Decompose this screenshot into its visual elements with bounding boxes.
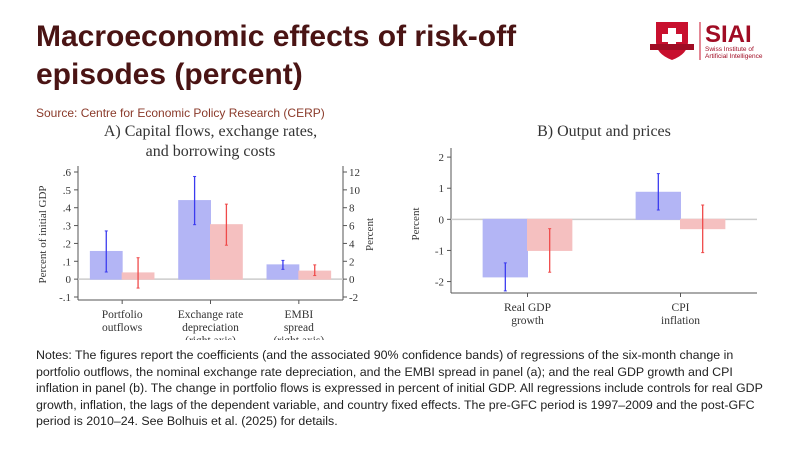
chart-title: B) Output and prices: [537, 123, 671, 140]
y-tick-label: .6: [63, 167, 72, 179]
page-title: Macroeconomic effects of risk-off episod…: [36, 20, 517, 91]
y-tick-label: 2: [439, 152, 445, 164]
y-tick-label: 1: [439, 183, 445, 195]
chart-title: and borrowing costs: [146, 143, 276, 160]
x-tick-label: Exchange rate: [178, 309, 243, 321]
x-tick-label: spread: [284, 322, 314, 334]
svg-text:Swiss Institute of: Swiss Institute of: [705, 46, 754, 53]
y-axis-label: Percent: [410, 208, 422, 241]
chart-panel-a: A) Capital flows, exchange rates, and bor…: [37, 123, 376, 340]
y-tick-label-right: 0: [349, 274, 355, 286]
svg-text:SIAI: SIAI: [705, 21, 752, 48]
x-tick-label: outflows: [102, 322, 143, 334]
y-tick-label-right: 12: [349, 167, 360, 179]
y-tick-label: 0: [66, 274, 72, 286]
y-tick-label: -2: [435, 277, 444, 289]
y-tick-label: .3: [63, 221, 72, 233]
x-tick-label: (right axis): [185, 335, 236, 340]
x-tick-label: CPI: [672, 302, 690, 314]
y-tick-label-right: -2: [349, 292, 358, 304]
y-tick-label-right: 8: [349, 203, 355, 215]
y-axis-label: Percent of initial GDP: [37, 185, 49, 283]
x-tick-label: inflation: [661, 315, 700, 327]
y-tick-label: .5: [63, 185, 72, 197]
y-tick-label-right: 4: [349, 238, 355, 250]
y-tick-label-right: 6: [349, 221, 355, 233]
x-tick-label: depreciation: [182, 322, 239, 334]
y-tick-label: .1: [63, 256, 71, 268]
source-text: Source: Centre for Economic Policy Resea…: [36, 106, 325, 120]
y-tick-label: -1: [435, 245, 444, 257]
x-tick-label: EMBI: [284, 309, 313, 321]
x-tick-label: (right axis): [273, 335, 324, 340]
x-tick-label: growth: [511, 315, 544, 327]
chart-title: A) Capital flows, exchange rates,: [104, 123, 317, 140]
svg-text:Artificial Intelligence: Artificial Intelligence: [705, 53, 763, 60]
chart-panel-b: B) Output and prices -2 -1 0 1 2 Percent Real G…: [410, 123, 757, 327]
y-tick-label-right: 10: [349, 185, 361, 197]
y-tick-label: 0: [439, 214, 445, 226]
x-tick-label: Portfolio: [102, 309, 143, 321]
y-tick-label: .4: [63, 203, 72, 215]
y-axis-label-right: Percent: [364, 218, 376, 251]
notes-text: Notes: The figures report the coefficien…: [36, 348, 763, 428]
y-tick-label-right: 2: [349, 256, 355, 268]
y-tick-label: .2: [63, 238, 71, 250]
siai-logo: SIAI Swiss Institute of Artificial Intel…: [650, 21, 763, 60]
y-tick-label: -.1: [59, 292, 71, 304]
x-tick-label: Real GDP: [504, 302, 551, 314]
